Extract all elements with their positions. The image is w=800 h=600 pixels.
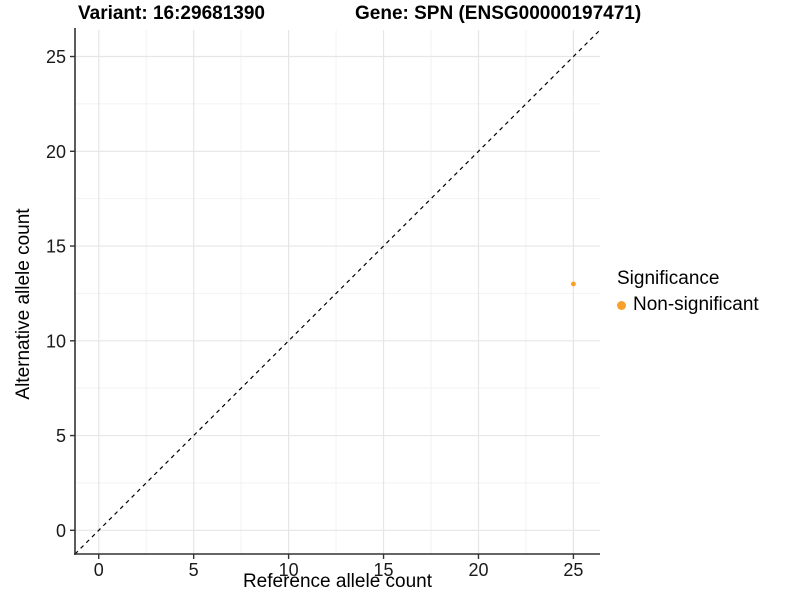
y-tick-label: 25 — [46, 47, 66, 67]
x-tick-label: 10 — [279, 560, 299, 580]
plot-title-variant: Variant: 16:29681390 — [78, 3, 265, 24]
x-tick-label: 25 — [563, 560, 583, 580]
x-tick-label: 20 — [468, 560, 488, 580]
x-axis-title: Reference allele count — [242, 571, 433, 592]
x-tick-label: 5 — [189, 560, 199, 580]
y-tick-label: 20 — [46, 142, 66, 162]
data-point — [571, 281, 576, 287]
legend-item-label: Non-significant — [633, 294, 759, 315]
y-tick-label: 10 — [46, 331, 66, 351]
legend-title: Significance — [617, 268, 720, 289]
identity-dashed-line — [74, 29, 601, 555]
x-tick-label: 15 — [374, 560, 394, 580]
y-tick-label: 15 — [46, 237, 66, 257]
y-axis-title: Alternative allele count — [13, 208, 34, 400]
legend-item-non-significant: Non-significant — [617, 294, 759, 316]
legend: Significance Non-significant — [617, 268, 759, 316]
y-tick-label: 0 — [56, 521, 66, 541]
plot-title-gene: Gene: SPN (ENSG00000197471) — [355, 3, 642, 24]
legend-point-icon — [617, 300, 626, 310]
y-tick-label: 5 — [56, 426, 66, 446]
x-tick-label: 0 — [94, 560, 104, 580]
